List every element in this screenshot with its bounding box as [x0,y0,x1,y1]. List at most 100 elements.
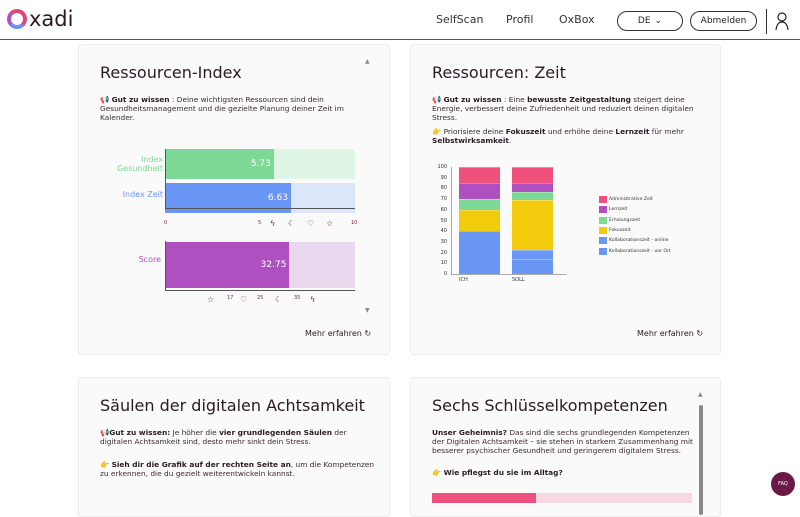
legend-label: Erholungszeit [609,217,641,223]
y-tick-label: 40 [440,228,447,235]
legend-label: Lernzeit [609,207,628,213]
legend-swatch [599,237,607,245]
pointing-hand-icon: 👉 [100,460,110,469]
bar-segment [512,200,553,251]
card-title: Säulen der digitalen Achtsamkeit [100,396,365,415]
legend-label: Administrative Zeit [609,197,653,202]
logo[interactable]: xadi [7,7,73,31]
card-note: 📢Gut zu wissen: Je höher die vier grundl… [100,428,347,446]
legend-item: Fokuszeit [599,226,631,234]
legend-swatch [599,226,607,234]
y-tick-label: 0 [443,271,447,277]
mehr-erfahren-link[interactable]: Mehr erfahren ↻ [637,329,704,338]
scrollbar-thumb[interactable] [699,405,703,515]
legend-item: Kollaborationszeit - vor Ort [599,247,671,255]
legend-item: Lernzeit [599,206,628,214]
pointing-hand-icon: 👉 [432,468,442,477]
legend-swatch [599,216,607,224]
tick-label: 35 [294,295,301,301]
bar-segment [459,209,500,232]
logo-icon [7,9,27,29]
tick-label: 10 [351,220,358,226]
faq-button[interactable]: FAQ [771,472,795,496]
y-tick-label: 90 [440,174,447,181]
bar-segment [512,259,553,274]
scroll-up-arrow[interactable]: ▲ [365,58,370,65]
bolt-icon: ϟ [270,219,276,228]
scroll-down-arrow[interactable]: ▼ [365,307,370,314]
y-tick-label: 20 [440,249,447,256]
bar-fill: 5.73 [165,149,274,179]
card-note: 📢 Gut zu wissen : Deine wichtigsten Ress… [100,95,344,122]
pointing-hand-icon: 👉 [432,127,442,136]
y-tick-label: 10 [440,260,447,267]
card-sechs-kompetenzen: Sechs Schlüsselkompetenzen Unser Geheimn… [410,377,721,517]
card-tip: 👉 Priorisiere deine Fokuszeit und erhöhe… [432,127,684,145]
competence-bar-bg [432,493,692,503]
legend-label: Kollaborationszeit - vor Ort [609,248,671,254]
nav-profil[interactable]: Profil [506,13,534,26]
legend-swatch [599,247,607,255]
y-tick-label: 50 [440,217,447,224]
legend-item: Administrative Zeit [599,196,653,203]
legend-label: Kollaborationszeit - online [609,238,669,244]
competence-bar-fill [432,493,536,503]
legend-swatch [599,196,607,203]
refresh-icon: ↻ [696,329,704,338]
megaphone-icon: 📢 [100,95,110,104]
megaphone-icon: 📢 [100,428,110,437]
card-title: Ressourcen: Zeit [432,63,566,82]
y-tick-label: 30 [440,238,447,245]
bar-segment [512,167,553,184]
y-tick-label: 80 [440,185,447,192]
bar-segment [512,250,553,259]
nav-oxbox[interactable]: OxBox [559,13,595,26]
card-saeulen: Säulen der digitalen Achtsamkeit 📢Gut zu… [78,377,390,517]
moon-icon: ☾ [288,219,296,228]
megaphone-icon: 📢 [432,95,442,104]
x-axis [451,274,566,275]
y-tick-label: 60 [440,206,447,213]
scroll-up-arrow[interactable]: ▲ [698,391,703,398]
card-note: 📢 Gut zu wissen : Eine bewusste Zeitgest… [432,95,694,122]
star-icon: ☆ [326,219,334,228]
y-axis [451,167,452,274]
logout-button[interactable]: Abmelden [690,11,757,31]
axis-line [165,241,166,291]
nav-selfscan[interactable]: SelfScan [436,13,484,26]
moon-icon: ☾ [275,295,283,304]
axis-line [165,149,166,209]
bar-segment [459,167,500,184]
bar-segment [459,199,500,210]
x-tick-label: ICH [459,277,468,283]
bolt-icon: ϟ [310,295,316,304]
bar-label: Index Gesundheit [117,155,163,173]
language-select[interactable]: DE ⌄ [617,11,683,31]
heart-icon: ♡ [307,219,315,228]
card-tip: 👉 Sieh dir die Grafik auf der rechten Se… [100,460,375,478]
heart-icon: ♡ [240,295,248,304]
score-label: Score [138,255,161,264]
star-icon: ☆ [207,295,215,304]
chevron-down-icon: ⌄ [654,16,663,26]
bar-label: Index Zeit [122,190,163,199]
axis-line [165,290,355,291]
legend-item: Kollaborationszeit - online [599,237,669,245]
refresh-icon: ↻ [364,329,372,338]
legend-label: Fokuszeit [609,227,631,233]
card-note: Unser Geheimnis? Das sind die sechs grun… [432,428,693,455]
tick-label: 25 [257,295,264,301]
user-icon[interactable] [775,11,789,31]
tick-label: 17 [227,295,234,301]
card-ressourcen-index: Ressourcen-Index 📢 Gut zu wissen : Deine… [78,44,390,355]
legend-item: Erholungszeit [599,216,641,224]
legend-swatch [599,206,607,214]
bar-fill: 32.75 [165,242,290,288]
y-tick-label: 70 [440,196,447,203]
x-tick-label: SOLL [512,277,525,283]
bar-segment [459,183,500,200]
y-tick-label: 100 [437,164,447,170]
mehr-erfahren-link[interactable]: Mehr erfahren ↻ [305,329,372,338]
card-tip: 👉 Wie pflegst du sie im Alltag? [432,468,563,477]
divider [766,9,767,34]
